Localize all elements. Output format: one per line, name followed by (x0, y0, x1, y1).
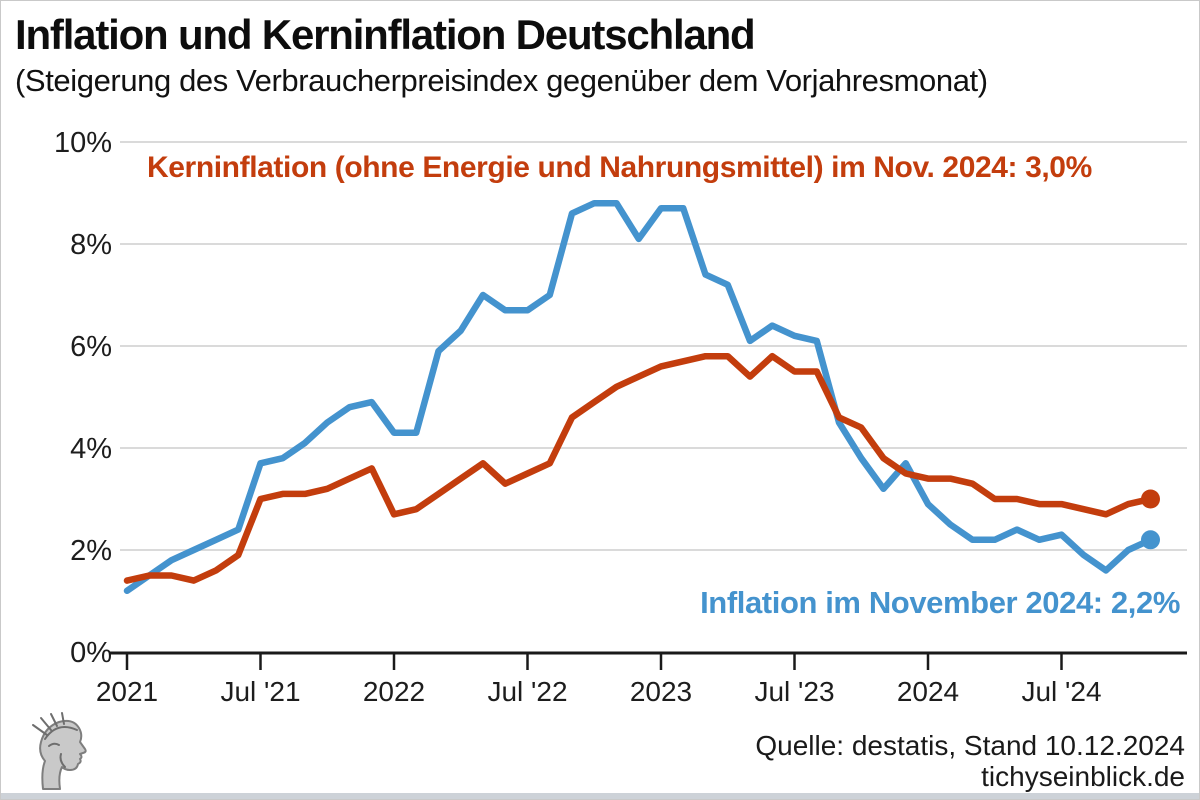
x-tick-label: Jul '21 (220, 676, 300, 707)
kerninflation-end-dot (1141, 489, 1160, 509)
y-tick-label: 8% (70, 229, 112, 261)
y-tick-label: 2% (70, 535, 112, 567)
kerninflation-line (123, 352, 1154, 584)
inflation-line (123, 199, 1154, 595)
site-url: tichyseinblick.de (981, 761, 1185, 792)
inflation-end-dot (1141, 530, 1160, 550)
y-tick-label: 0% (70, 637, 112, 669)
x-tick-label: 2021 (96, 676, 158, 707)
x-tick-label: 2024 (897, 676, 959, 707)
x-tick-label: 2023 (630, 676, 692, 707)
source-block: Quelle: destatis, Stand 10.12.2024 tichy… (755, 730, 1185, 792)
inflation-annotation: Inflation im November 2024: 2,2% (700, 585, 1180, 620)
kerninflation-annotation: Kerninflation (ohne Energie und Nahrungs… (147, 151, 1092, 184)
y-tick-label: 4% (70, 433, 112, 465)
page-subtitle: (Steigerung des Verbraucherpreisindex ge… (15, 63, 988, 98)
x-tick-label: Jul '22 (487, 676, 567, 707)
window-bottom-edge (1, 793, 1199, 799)
source-line: Quelle: destatis, Stand 10.12.2024 (755, 730, 1185, 761)
y-tick-label: 10% (54, 127, 112, 159)
x-tick-label: 2022 (363, 676, 425, 707)
y-tick-label: 6% (70, 331, 112, 363)
tichys-einblick-hermes-logo-icon (32, 712, 87, 790)
x-tick-label: Jul '24 (1021, 676, 1101, 707)
x-tick-label: Jul '23 (754, 676, 834, 707)
page-title: Inflation und Kerninflation Deutschland (15, 11, 756, 58)
